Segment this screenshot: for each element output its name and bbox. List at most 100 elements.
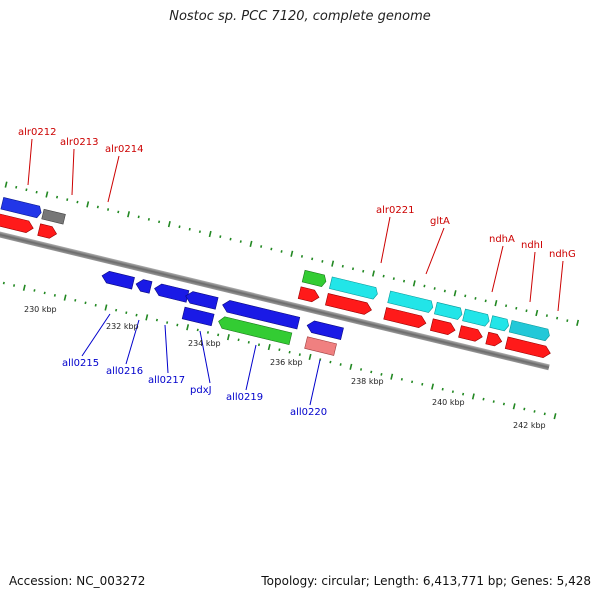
gene-all0220[interactable] <box>306 320 344 340</box>
tick-mark <box>545 314 548 318</box>
leader-line <box>529 251 536 303</box>
tick-mark <box>33 289 36 292</box>
tick-mark <box>482 397 485 401</box>
gene-label-alr0214: alr0214 <box>105 144 143 155</box>
tick-mark <box>217 333 220 337</box>
gene-ndhG[interactable] <box>462 308 491 327</box>
tick-mark <box>402 279 406 283</box>
cds-ndh-extra-1[interactable] <box>485 331 503 347</box>
gene-all0219[interactable] <box>221 299 301 330</box>
scale-label: 230 kbp <box>24 305 57 314</box>
tick-mark <box>196 328 199 332</box>
tick-mark <box>433 287 436 290</box>
leader-line <box>491 245 504 293</box>
tick-mark <box>523 407 526 411</box>
tick-mark <box>66 198 69 201</box>
gene-gltA[interactable] <box>329 276 378 300</box>
gene-ndh-extra-1[interactable] <box>489 315 510 332</box>
tick-mark <box>382 274 385 278</box>
tick-mark <box>451 390 454 394</box>
cds-alr0221[interactable] <box>297 286 320 303</box>
gene-ndhI[interactable] <box>433 301 463 320</box>
tick-mark <box>411 380 414 384</box>
tick-mark <box>543 412 546 416</box>
leader-line <box>81 313 111 357</box>
cds-alr0214[interactable] <box>37 223 58 240</box>
tick-mark <box>188 227 191 231</box>
tick-mark <box>280 250 283 253</box>
gene-alr0213[interactable] <box>0 197 43 219</box>
tick-mark <box>145 314 149 321</box>
tick-mark <box>400 377 403 381</box>
gene-ndhA[interactable] <box>387 290 435 313</box>
tick-mark <box>412 280 416 287</box>
tick-mark <box>186 324 190 331</box>
cds-ndhG[interactable] <box>458 325 484 343</box>
tick-mark <box>260 245 263 248</box>
leader-line <box>107 155 120 203</box>
tick-mark <box>55 195 59 199</box>
scale-label: 232 kbp <box>106 322 139 331</box>
tick-mark <box>25 188 28 192</box>
tick-mark <box>431 383 435 390</box>
leader-line <box>309 359 321 406</box>
tick-mark <box>219 235 222 238</box>
tick-mark <box>556 316 559 320</box>
tick-mark <box>300 255 304 258</box>
tick-mark <box>127 211 131 218</box>
tick-mark <box>45 191 49 198</box>
tick-mark <box>505 304 508 308</box>
gene-label-all0220: all0220 <box>290 407 327 418</box>
tick-mark <box>298 353 301 356</box>
gene-all0216[interactable] <box>135 278 153 294</box>
gene-label-ndhA: ndhA <box>489 234 515 245</box>
gene-label-all0217: all0217 <box>148 375 185 386</box>
tick-mark <box>257 343 261 347</box>
gene-ndh-extra-2[interactable] <box>508 320 551 342</box>
leader-line <box>71 148 75 196</box>
cds-ndh-extra-2[interactable] <box>504 336 552 359</box>
tick-mark <box>484 299 487 303</box>
gene-label-all0215: all0215 <box>62 358 99 369</box>
cds-all0220[interactable] <box>304 336 337 356</box>
scale-label: 234 kbp <box>188 339 221 348</box>
tick-mark <box>390 373 394 380</box>
tick-mark <box>443 289 446 293</box>
tick-mark <box>535 309 539 317</box>
tick-mark <box>349 363 353 370</box>
gene-alr0221[interactable] <box>301 269 327 287</box>
page-title: Nostoc sp. PCC 7120, complete genome <box>169 9 431 24</box>
tick-mark <box>117 210 120 214</box>
tick-mark <box>53 294 56 297</box>
tick-mark <box>247 340 250 344</box>
cds-gltA[interactable] <box>325 293 373 315</box>
gene-alr0214[interactable] <box>41 208 66 225</box>
cds-alr0213[interactable] <box>0 213 35 234</box>
tick-mark <box>208 230 212 238</box>
tick-mark <box>84 301 87 305</box>
gene-pdxJ[interactable] <box>184 290 219 310</box>
gene-label-ndhG: ndhG <box>549 249 576 260</box>
tick-mark <box>371 270 375 277</box>
tick-mark <box>392 277 395 280</box>
cds-all0219[interactable] <box>217 316 293 345</box>
tick-mark <box>492 400 495 403</box>
tick-mark <box>308 353 312 361</box>
tick-mark <box>380 373 383 376</box>
cds-ndhI[interactable] <box>429 318 456 336</box>
tick-mark <box>206 331 210 334</box>
cds-ndhA[interactable] <box>383 307 428 330</box>
tick-mark <box>576 319 580 326</box>
gene-label-pdxJ: pdxJ <box>190 385 212 396</box>
leader-line <box>125 319 140 365</box>
gene-all0215[interactable] <box>101 270 135 290</box>
leader-line <box>425 227 445 275</box>
gene-features <box>0 197 552 359</box>
tick-mark <box>155 318 158 322</box>
cds-pdxJ[interactable] <box>181 306 215 327</box>
tick-mark <box>464 294 467 298</box>
tick-mark <box>512 403 516 410</box>
gene-all0217[interactable] <box>153 283 190 303</box>
gene-label-all0216: all0216 <box>106 366 143 377</box>
leader-line <box>245 344 257 391</box>
